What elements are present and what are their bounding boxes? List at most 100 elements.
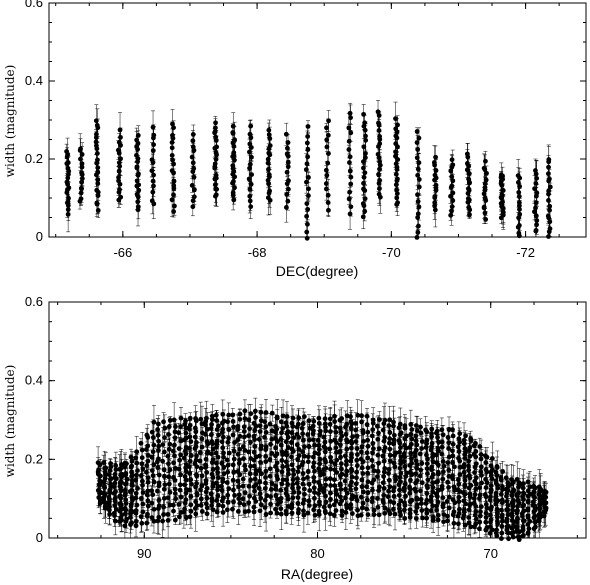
data-point <box>187 434 193 440</box>
data-point <box>187 458 193 464</box>
data-point <box>187 422 193 428</box>
data-point <box>258 443 264 449</box>
data-point <box>134 137 140 143</box>
data-point <box>395 200 400 205</box>
data-point <box>192 187 197 192</box>
data-point <box>193 444 199 450</box>
data-point <box>155 465 161 471</box>
data-point <box>149 429 155 435</box>
data-point <box>306 498 312 504</box>
data-point <box>301 414 307 420</box>
x-tick-label: 90 <box>137 546 151 561</box>
data-point <box>64 179 70 185</box>
data-point <box>362 196 368 202</box>
data-point <box>483 158 488 164</box>
data-point <box>183 418 188 424</box>
data-point <box>301 508 306 514</box>
data-point <box>171 417 177 423</box>
data-point <box>269 410 275 416</box>
data-point <box>213 412 219 418</box>
data-point <box>144 492 150 498</box>
data-point <box>135 468 140 473</box>
data-point <box>225 499 231 505</box>
data-point <box>190 160 196 166</box>
data-point <box>162 474 167 479</box>
data-point <box>101 460 107 465</box>
data-point <box>129 463 135 469</box>
data-point <box>450 162 456 168</box>
data-point <box>151 132 157 138</box>
data-point <box>347 154 353 160</box>
data-point <box>498 172 504 178</box>
data-point <box>182 506 187 512</box>
data-point <box>237 416 243 422</box>
y-tick-label: 0.2 <box>25 451 43 466</box>
data-point <box>415 199 421 204</box>
data-point <box>280 413 286 419</box>
data-point <box>242 463 248 469</box>
data-point <box>376 191 382 197</box>
data-point <box>226 435 231 441</box>
data-point <box>263 511 269 517</box>
data-point <box>289 440 294 446</box>
data-point <box>100 490 106 496</box>
data-point <box>122 460 128 466</box>
data-point <box>395 176 400 182</box>
data-point <box>166 474 172 480</box>
data-point <box>162 425 168 431</box>
data-point <box>205 449 211 455</box>
data-point <box>134 472 139 478</box>
data-point <box>278 506 284 512</box>
data-point <box>235 424 241 429</box>
data-point <box>291 472 297 477</box>
data-point <box>482 210 488 216</box>
data-point <box>431 160 437 165</box>
data-point <box>306 437 312 443</box>
data-point <box>204 439 210 445</box>
data-point <box>78 185 84 191</box>
data-point <box>464 151 470 157</box>
data-point <box>155 488 160 494</box>
data-point <box>220 476 226 482</box>
data-point <box>394 187 400 193</box>
data-point <box>290 415 296 421</box>
data-point <box>268 487 274 492</box>
data-point <box>199 473 205 479</box>
data-point <box>242 408 248 414</box>
data-point <box>305 206 311 212</box>
data-point <box>377 177 383 183</box>
data-point <box>247 198 253 204</box>
data-point <box>113 463 119 468</box>
data-point <box>266 132 272 138</box>
data-point <box>150 178 156 184</box>
data-point <box>516 223 522 228</box>
data-point <box>533 205 538 211</box>
data-point <box>241 456 246 462</box>
data-point <box>187 514 193 520</box>
data-point <box>220 503 226 509</box>
dec-y-ticks: 0 0.2 0.4 0.6 <box>25 0 586 244</box>
data-point <box>140 490 146 495</box>
data-point <box>306 418 312 424</box>
data-point <box>161 486 167 492</box>
data-point <box>129 520 134 526</box>
data-point <box>499 192 505 197</box>
data-point <box>251 420 257 426</box>
data-point <box>465 196 471 201</box>
data-point <box>483 177 489 183</box>
data-point <box>266 127 272 133</box>
data-point <box>133 490 139 496</box>
data-point <box>265 156 271 162</box>
data-point <box>416 135 422 141</box>
data-point <box>134 502 140 508</box>
data-point <box>307 488 313 493</box>
data-point <box>226 412 232 418</box>
data-point <box>263 410 269 415</box>
data-point <box>230 123 236 129</box>
data-point <box>448 212 454 218</box>
data-point <box>138 514 144 520</box>
data-point <box>247 149 252 155</box>
x-tick-label: 70 <box>483 546 497 561</box>
data-point <box>283 131 289 137</box>
data-point <box>305 147 311 152</box>
